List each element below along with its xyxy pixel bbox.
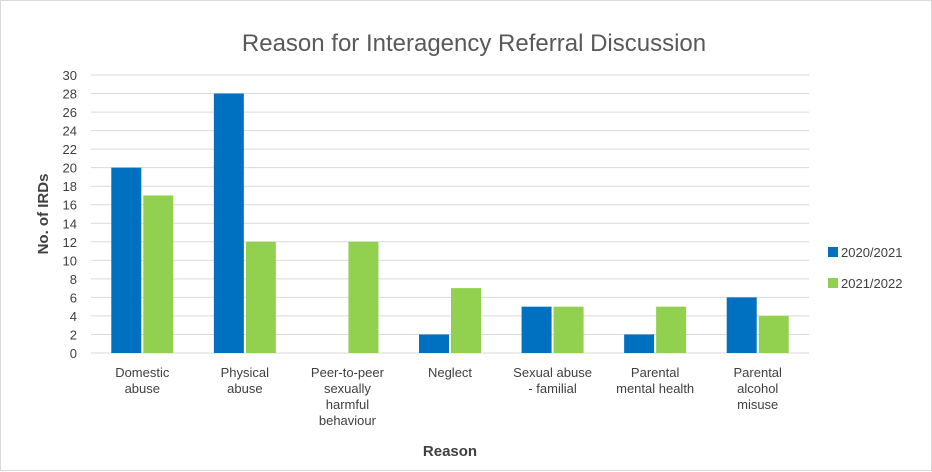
legend: 2020/2021 2021/2022 bbox=[828, 245, 902, 291]
y-tick-label: 12 bbox=[63, 235, 77, 250]
y-tick-label: 2 bbox=[70, 327, 77, 342]
bar-2021-2022 bbox=[656, 306, 687, 353]
y-tick-label: 8 bbox=[70, 272, 77, 287]
gridlines bbox=[91, 74, 809, 354]
bar-2021-2022 bbox=[451, 288, 481, 353]
x-category-label: Domestic abuse bbox=[115, 365, 170, 396]
x-axis-categories: Domestic abuse Physical abuse Peer-to-peer se… bbox=[115, 365, 782, 428]
y-tick-label: 26 bbox=[63, 105, 77, 120]
x-category-label: Sexual abuse - familial bbox=[513, 365, 592, 396]
bar-2020-2021 bbox=[213, 93, 244, 354]
bar-2020-2021 bbox=[521, 306, 552, 353]
bar-2020-2021 bbox=[419, 334, 449, 353]
legend-label: 2021/2022 bbox=[841, 276, 902, 291]
y-tick-label: 28 bbox=[63, 87, 77, 102]
y-tick-label: 22 bbox=[63, 142, 77, 157]
y-tick-label: 24 bbox=[63, 124, 77, 139]
y-axis-label: No. of IRDs bbox=[35, 174, 52, 255]
bar-2021-2022 bbox=[143, 195, 174, 353]
y-tick-label: 4 bbox=[70, 309, 77, 324]
y-tick-label: 0 bbox=[70, 346, 77, 361]
x-category-label: Parental alcohol misuse bbox=[734, 365, 783, 412]
y-tick-label: 6 bbox=[70, 290, 77, 305]
bar-2020-2021 bbox=[624, 334, 655, 353]
y-tick-label: 30 bbox=[63, 68, 77, 83]
legend-swatch bbox=[828, 278, 838, 288]
y-tick-label: 10 bbox=[63, 253, 77, 268]
y-tick-label: 14 bbox=[63, 216, 77, 231]
x-category-label: Peer-to-peer sexually harmful behaviour bbox=[311, 365, 385, 428]
x-category-label: Parental mental health bbox=[616, 365, 694, 396]
y-tick-label: 20 bbox=[63, 161, 77, 176]
x-category-label: Physical abuse bbox=[221, 365, 270, 396]
bars bbox=[111, 93, 789, 354]
bar-2021-2022 bbox=[245, 241, 276, 353]
bar-2021-2022 bbox=[553, 306, 584, 353]
chart-title: Reason for Interagency Referral Discussi… bbox=[242, 30, 706, 57]
y-tick-label: 18 bbox=[63, 179, 77, 194]
bar-2020-2021 bbox=[111, 167, 142, 353]
bar-2021-2022 bbox=[758, 315, 789, 353]
x-category-label: Neglect bbox=[428, 365, 472, 380]
bar-2020-2021 bbox=[726, 297, 757, 353]
legend-label: 2020/2021 bbox=[841, 245, 902, 260]
bar-2021-2022 bbox=[348, 241, 379, 353]
y-tick-label: 16 bbox=[63, 198, 77, 213]
legend-swatch bbox=[828, 247, 838, 257]
x-axis-label: Reason bbox=[423, 443, 477, 460]
